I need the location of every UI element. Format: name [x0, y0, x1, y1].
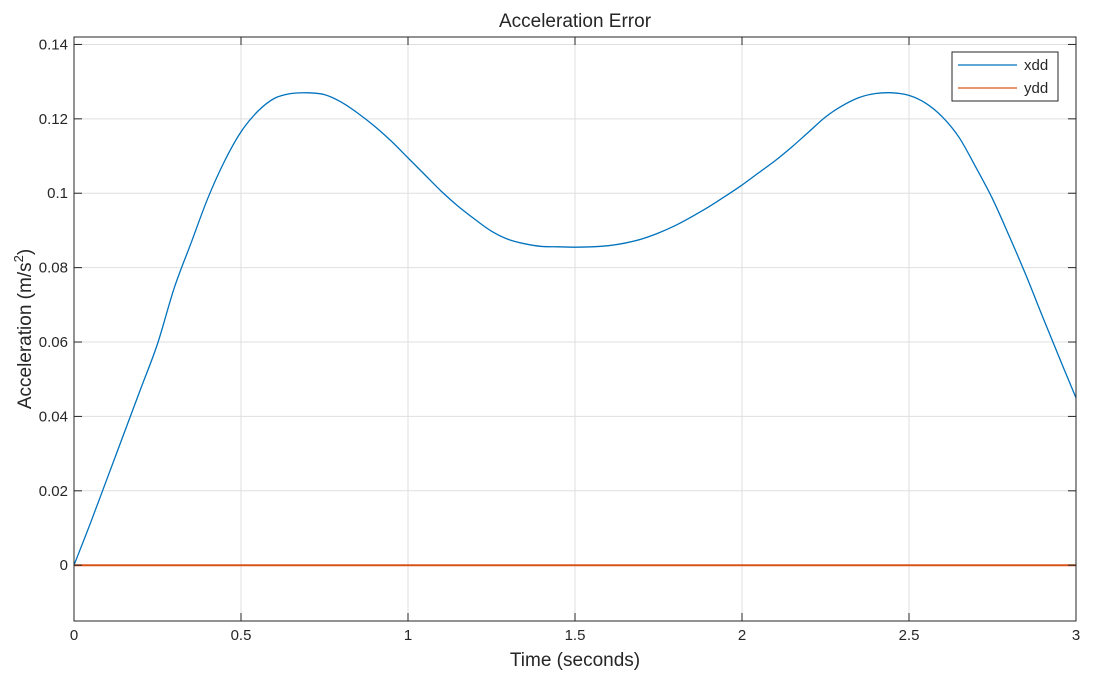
- x-tick-label: 2: [738, 627, 746, 644]
- x-tick-label: 0: [70, 627, 78, 644]
- y-axis-label-main: Acceleration (m/s: [15, 262, 36, 409]
- y-axis-label: Acceleration (m/s2): [11, 249, 36, 409]
- x-tick-label: 2.5: [899, 627, 920, 644]
- y-tick-label: 0.08: [39, 260, 68, 277]
- legend-box: [951, 51, 1059, 102]
- y-tick-label: 0.06: [39, 334, 68, 351]
- x-tick-label: 1.5: [565, 627, 586, 644]
- legend: xdd ydd: [951, 51, 1059, 102]
- plot-series: [73, 92, 1077, 567]
- x-axis-label: Time (seconds): [510, 650, 640, 671]
- axis-ticks: 0 0.5 1 1.5 2 2.5 3 0 0.02 0.04 0.06 0.08 0.1 0.12 0.1…: [39, 36, 1080, 644]
- x-tick-label: 1: [404, 627, 412, 644]
- y-tick-label: 0.1: [47, 185, 68, 202]
- y-tick-label: 0.02: [39, 483, 68, 500]
- series-line-xdd: [73, 92, 1077, 566]
- y-axis-label-close: ): [15, 249, 36, 255]
- y-tick-label: 0.12: [39, 111, 68, 128]
- y-tick-label: 0.14: [39, 36, 68, 53]
- y-tick-label: 0.04: [39, 408, 68, 425]
- chart-title: Acceleration Error: [499, 11, 652, 32]
- legend-label-xdd: xdd: [1024, 57, 1048, 74]
- x-tick-label: 3: [1072, 627, 1080, 644]
- legend-label-ydd: ydd: [1024, 80, 1048, 97]
- x-tick-label: 0.5: [231, 627, 252, 644]
- y-tick-label: 0: [60, 557, 68, 574]
- y-axis-label-superscript: 2: [11, 255, 26, 262]
